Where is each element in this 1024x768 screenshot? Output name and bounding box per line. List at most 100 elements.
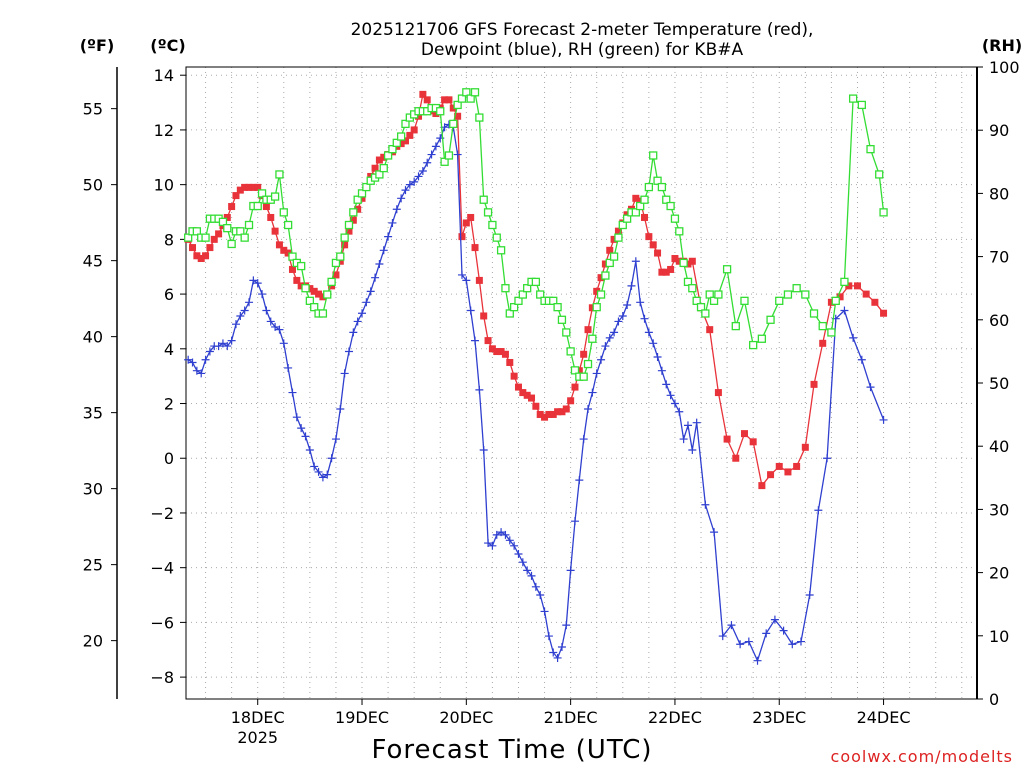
data-point	[388, 218, 397, 227]
data-point	[275, 325, 284, 334]
data-point	[793, 462, 801, 470]
data-point	[379, 246, 388, 255]
data-point	[280, 246, 288, 254]
data-point	[297, 424, 306, 433]
data-point	[875, 170, 884, 179]
data-point	[492, 233, 501, 242]
data-point	[880, 309, 888, 317]
data-point	[554, 408, 562, 416]
data-point	[631, 208, 640, 217]
data-point	[692, 296, 701, 305]
data-point	[667, 265, 675, 273]
data-point	[236, 186, 244, 194]
data-point	[275, 170, 284, 179]
data-point	[401, 119, 410, 129]
data-point	[679, 258, 688, 268]
data-point	[606, 246, 614, 254]
data-point	[379, 163, 388, 173]
data-point	[810, 380, 818, 388]
data-point	[349, 328, 358, 337]
data-point	[545, 410, 553, 418]
data-point	[206, 244, 214, 252]
data-point	[492, 530, 501, 539]
data-point	[775, 296, 784, 305]
data-point	[323, 290, 332, 299]
data-point	[323, 470, 332, 479]
data-point	[518, 290, 527, 299]
data-point	[358, 309, 367, 318]
data-point	[340, 233, 349, 242]
data-point	[649, 241, 657, 249]
fahrenheit-tick-label: 50	[83, 176, 103, 195]
data-point	[241, 183, 249, 191]
data-point	[727, 621, 736, 630]
data-point	[397, 194, 406, 203]
data-point	[683, 421, 692, 430]
data-point	[327, 277, 336, 287]
data-point	[401, 186, 410, 195]
data-point	[718, 632, 727, 641]
data-point	[657, 182, 667, 192]
data-point	[801, 290, 810, 299]
data-point	[314, 467, 323, 476]
data-point	[349, 208, 358, 217]
data-point	[244, 220, 254, 230]
data-point	[862, 290, 870, 298]
data-point	[536, 410, 544, 418]
celsius-tick-label: 10	[154, 176, 174, 195]
data-point	[670, 214, 680, 223]
data-point	[506, 358, 514, 366]
celsius-tick-label: −6	[150, 613, 174, 632]
data-point	[215, 230, 223, 238]
data-point	[567, 397, 575, 405]
data-point	[588, 334, 597, 343]
data-point	[366, 287, 375, 296]
data-point	[279, 339, 288, 348]
data-point	[597, 274, 605, 282]
data-point	[827, 328, 836, 337]
data-point	[362, 298, 371, 307]
tick-labels: −8−6−4−202468101214202530354045505501020…	[83, 58, 1020, 747]
axes	[111, 66, 983, 705]
data-point	[249, 276, 258, 285]
data-point	[805, 591, 814, 600]
data-point	[249, 183, 257, 191]
data-point	[823, 454, 832, 463]
data-point	[271, 227, 279, 235]
data-point	[570, 366, 580, 375]
data-point	[510, 541, 519, 550]
fahrenheit-tick-label: 45	[83, 252, 103, 271]
data-point	[601, 260, 609, 268]
data-point	[349, 216, 357, 224]
data-point	[592, 303, 601, 312]
data-point	[649, 339, 658, 348]
data-point	[483, 208, 493, 217]
data-point	[770, 615, 779, 624]
rh-axis-unit: (RH)	[982, 36, 1022, 55]
data-point	[336, 252, 345, 261]
data-point	[245, 183, 253, 191]
data-point	[231, 320, 240, 329]
data-point	[845, 282, 853, 290]
data-point	[423, 96, 431, 104]
data-point	[714, 290, 723, 299]
x-tick-label: 24DEC	[857, 708, 911, 727]
data-point	[466, 94, 475, 103]
x-tick-label: 21DEC	[544, 708, 598, 727]
data-point	[544, 632, 553, 641]
data-point	[622, 214, 632, 223]
series-rh	[184, 88, 888, 381]
data-point	[562, 328, 571, 337]
data-point	[688, 257, 696, 265]
data-point	[266, 317, 275, 326]
data-point	[396, 132, 406, 141]
data-point	[714, 389, 722, 397]
data-point	[801, 443, 809, 451]
data-point	[536, 290, 545, 299]
data-point	[449, 104, 457, 112]
data-point	[757, 334, 767, 343]
data-point	[814, 506, 823, 515]
data-point	[683, 277, 693, 287]
data-point	[584, 404, 593, 413]
